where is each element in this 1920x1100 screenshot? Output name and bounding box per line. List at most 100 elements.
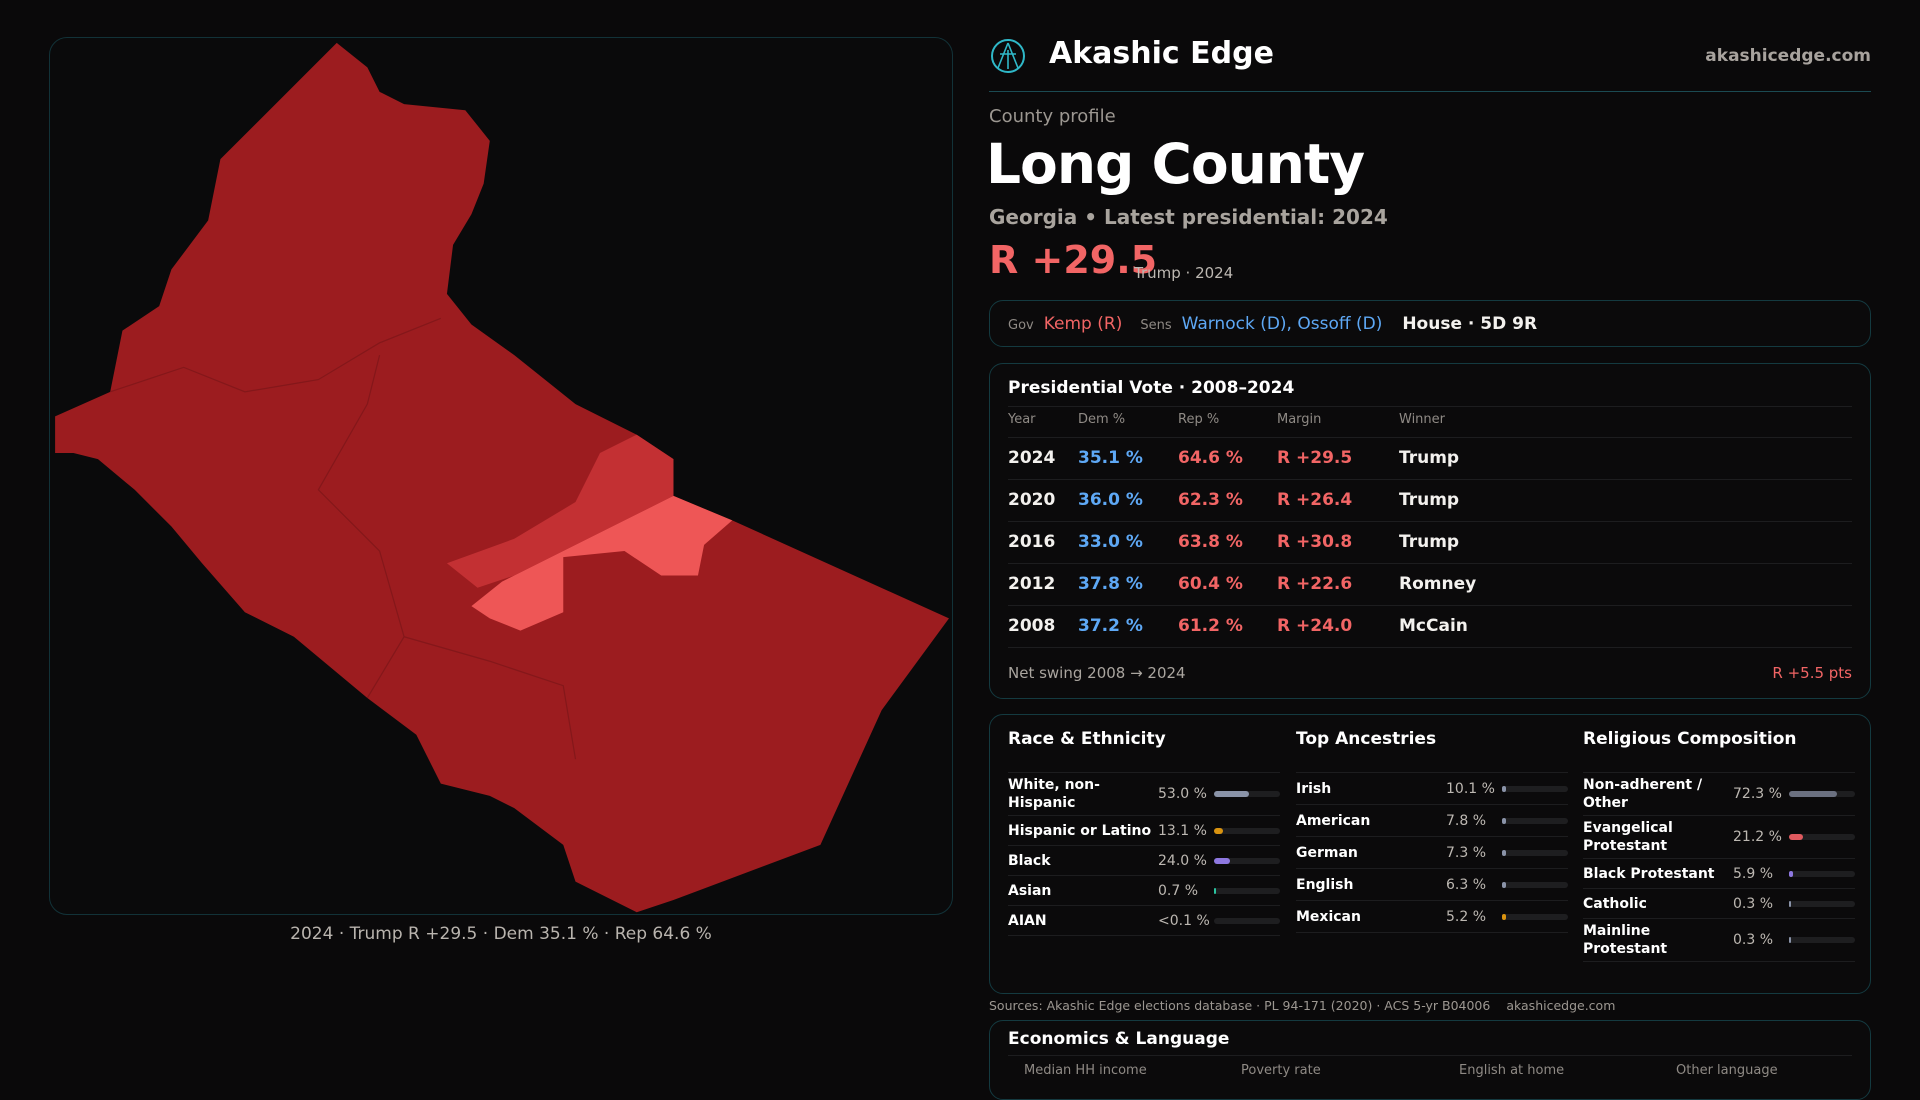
item-bar-fill: [1789, 870, 1793, 877]
item-value: 7.3 %: [1446, 844, 1487, 861]
table-cell: 2016: [1008, 532, 1056, 552]
item-name: Mexican: [1296, 908, 1361, 925]
column-header: Dem %: [1078, 412, 1126, 427]
headline-margin: R +29.5: [989, 238, 1158, 282]
list-item: Catholic 0.3 %: [1583, 889, 1855, 919]
list-item: Black Protestant 5.9 %: [1583, 859, 1855, 889]
table-cell: R +30.8: [1277, 532, 1353, 552]
item-bar: [1214, 857, 1280, 864]
econ-header: Poverty rate: [1241, 1063, 1321, 1078]
item-value: 0.3 %: [1733, 932, 1774, 948]
item-bar-fill: [1502, 849, 1506, 856]
item-value: 0.3 %: [1733, 895, 1774, 912]
item-bar-fill: [1214, 857, 1230, 864]
site-link[interactable]: akashicedge.com: [1705, 46, 1871, 66]
item-name: AIAN: [1008, 912, 1047, 929]
item-name: Asian: [1008, 882, 1052, 899]
table-cell: 37.2 %: [1078, 616, 1143, 636]
senators: Warnock (D), Ossoff (D): [1181, 313, 1383, 334]
table-cell: 61.2 %: [1178, 616, 1243, 636]
item-bar: [1789, 900, 1855, 907]
item-bar-fill: [1502, 785, 1506, 792]
table-cell: 60.4 %: [1178, 574, 1243, 594]
net-swing-value: R +5.5 pts: [1772, 664, 1852, 682]
column-title: Religious Composition: [1583, 729, 1855, 773]
margin-note: Trump · 2024: [1134, 264, 1234, 282]
row-divider: [1008, 437, 1852, 438]
item-bar: [1214, 791, 1280, 797]
list-item: White, non-Hispanic 53.0 %: [1008, 773, 1280, 816]
item-name: Black Protestant: [1583, 865, 1715, 882]
item-bar-fill: [1789, 937, 1791, 943]
item-bar: [1789, 870, 1855, 877]
list-item: Asian 0.7 %: [1008, 876, 1280, 906]
item-value: 13.1 %: [1158, 822, 1207, 839]
item-bar-fill: [1502, 913, 1506, 920]
row-divider: [1008, 521, 1852, 522]
sources-note: Sources: Akashic Edge elections database…: [989, 997, 1615, 1015]
item-bar-fill: [1214, 791, 1249, 797]
item-bar: [1502, 785, 1568, 792]
item-bar-fill: [1214, 887, 1216, 894]
net-swing-label: Net swing 2008 → 2024: [1008, 664, 1186, 682]
table-cell: 2008: [1008, 616, 1056, 636]
race-column: Race & Ethnicity White, non-Hispanic 53.0 …: [1008, 729, 1280, 936]
akashic-logo-icon: [991, 39, 1025, 73]
column-header: Winner: [1399, 412, 1446, 427]
header-divider: [989, 91, 1871, 92]
item-bar: [1789, 937, 1855, 943]
map-caption: 2024 · Trump R +29.5 · Dem 35.1 % · Rep …: [290, 924, 712, 944]
table-cell: 2020: [1008, 490, 1056, 510]
list-item: Irish 10.1 %: [1296, 773, 1568, 805]
item-bar: [1214, 917, 1280, 924]
econ-header: Median HH income: [1024, 1063, 1147, 1078]
item-value: 5.9 %: [1733, 865, 1774, 882]
list-item: Hispanic or Latino 13.1 %: [1008, 816, 1280, 846]
page-subtitle: Georgia • Latest presidential: 2024: [989, 205, 1388, 229]
table-cell: 63.8 %: [1178, 532, 1243, 552]
row-divider: [1008, 563, 1852, 564]
table-cell: 2012: [1008, 574, 1056, 594]
item-bar: [1214, 827, 1280, 834]
card-title: Presidential Vote · 2008–2024: [1008, 378, 1295, 398]
card-title: Economics & Language: [1008, 1029, 1230, 1049]
page-title: Long County: [986, 132, 1365, 196]
list-item: American 7.8 %: [1296, 805, 1568, 837]
column-header: Margin: [1277, 412, 1322, 427]
item-bar-fill: [1214, 827, 1223, 834]
map-panel[interactable]: [49, 37, 953, 915]
brand-name: Akashic Edge: [1049, 36, 1274, 71]
gov-label: Gov: [1008, 318, 1034, 333]
item-bar: [1214, 887, 1280, 894]
religion-column: Religious Composition Non-adherent / Othe…: [1583, 729, 1855, 962]
column-header: Rep %: [1178, 412, 1220, 427]
list-item: Mexican 5.2 %: [1296, 901, 1568, 933]
item-bar: [1502, 849, 1568, 856]
list-item: English 6.3 %: [1296, 869, 1568, 901]
ancestry-column: Top Ancestries Irish 10.1 % American 7.8 % Ge…: [1296, 729, 1568, 933]
table-cell: 2024: [1008, 448, 1056, 468]
row-divider: [1008, 479, 1852, 480]
house-delegation: House · 5D 9R: [1402, 313, 1538, 334]
table-cell: 36.0 %: [1078, 490, 1143, 510]
table-cell: Trump: [1399, 490, 1460, 510]
sources-site[interactable]: akashicedge.com: [1506, 998, 1616, 1013]
sens-label: Sens: [1140, 318, 1172, 333]
item-bar: [1502, 913, 1568, 920]
item-name: Non-adherent / Other: [1583, 777, 1703, 811]
table-cell: Trump: [1399, 532, 1460, 552]
table-cell: 33.0 %: [1078, 532, 1143, 552]
table-cell: Trump: [1399, 448, 1460, 468]
table-cell: R +29.5: [1277, 448, 1353, 468]
item-name: English: [1296, 876, 1354, 893]
item-name: American: [1296, 812, 1371, 829]
item-bar: [1502, 881, 1568, 888]
item-name: Catholic: [1583, 895, 1647, 912]
table-cell: R +22.6: [1277, 574, 1353, 594]
item-value: 0.7 %: [1158, 882, 1199, 899]
presidential-vote-card: Presidential Vote · 2008–2024 Year Dem % R…: [989, 363, 1871, 699]
item-bar: [1789, 834, 1855, 840]
item-bar-fill: [1789, 834, 1803, 840]
table-cell: 37.8 %: [1078, 574, 1143, 594]
table-cell: 35.1 %: [1078, 448, 1143, 468]
